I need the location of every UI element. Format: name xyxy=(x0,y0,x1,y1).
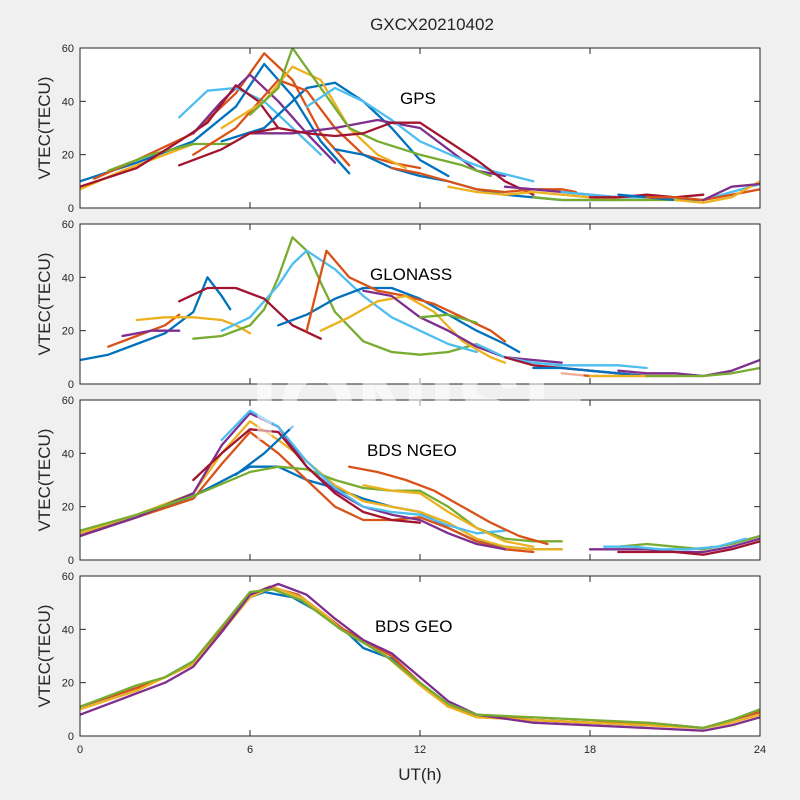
panel-annotation: BDS NGEO xyxy=(367,441,457,460)
panel-annotation: GLONASS xyxy=(370,265,452,284)
y-tick-label: 40 xyxy=(62,448,74,460)
series-line xyxy=(702,182,760,202)
series-line xyxy=(220,409,507,535)
series-line xyxy=(80,430,535,554)
y-tick-label: 60 xyxy=(62,395,74,407)
series-group xyxy=(80,409,760,556)
series-line xyxy=(121,329,181,338)
x-tick-label: 0 xyxy=(77,744,83,756)
y-axis-label: VTEC(TECU) xyxy=(35,605,54,708)
series-line xyxy=(277,286,521,354)
series-line xyxy=(234,425,294,476)
series-line xyxy=(617,534,760,551)
series-line xyxy=(418,313,478,324)
series-line xyxy=(248,48,492,178)
x-tick-label: 18 xyxy=(584,744,596,756)
panel-3: 0 20 40 60 VTEC(TECU) BDS NGEO xyxy=(35,395,761,567)
y-tick-label: 20 xyxy=(62,326,74,338)
y-tick-label: 20 xyxy=(62,502,74,514)
panel-2: 0 20 40 60 VTEC(TECU) GLONASS xyxy=(35,219,761,391)
series-line xyxy=(319,294,507,364)
y-tick-label: 20 xyxy=(62,150,74,162)
series-group xyxy=(80,582,760,732)
y-tick-label: 60 xyxy=(62,571,74,583)
x-tick-label: 12 xyxy=(414,744,426,756)
x-axis-label: UT(h) xyxy=(398,765,441,784)
series-line xyxy=(362,289,563,364)
series-line xyxy=(348,465,549,546)
x-tick-label: 6 xyxy=(247,744,253,756)
y-tick-label: 0 xyxy=(68,555,74,567)
series-line xyxy=(305,86,535,183)
series-line xyxy=(603,537,747,551)
figure-title: GXCX20210402 xyxy=(370,15,494,34)
y-tick-label: 60 xyxy=(62,219,74,231)
series-group xyxy=(80,48,760,204)
y-tick-label: 40 xyxy=(62,624,74,636)
plot-area xyxy=(80,576,760,736)
x-tick-label: 24 xyxy=(754,744,766,756)
y-tick-label: 40 xyxy=(62,96,74,108)
y-tick-label: 0 xyxy=(68,379,74,391)
series-line xyxy=(192,428,422,524)
series-line xyxy=(617,358,760,378)
series-line xyxy=(80,276,232,362)
y-tick-label: 0 xyxy=(68,203,74,215)
y-tick-label: 20 xyxy=(62,678,74,690)
series-line xyxy=(135,316,252,335)
series-line xyxy=(617,540,760,556)
series-line xyxy=(192,73,337,164)
series-line xyxy=(645,366,760,378)
series-line xyxy=(588,193,705,199)
series-line xyxy=(80,420,563,551)
panel-1: 0 20 40 60 VTEC(TECU) GPS xyxy=(35,43,761,215)
series-line xyxy=(178,121,535,196)
y-tick-label: 0 xyxy=(68,731,74,743)
series-line xyxy=(390,166,577,194)
series-line xyxy=(192,236,478,356)
panel-4: 0 6 12 18 24 0 20 40 60 VTEC(TECU) BDS GEO UT(h) xyxy=(35,571,766,784)
series-line xyxy=(80,465,563,543)
panel-annotation: GPS xyxy=(400,89,436,108)
y-axis-label: VTEC(TECU) xyxy=(35,429,54,532)
series-line xyxy=(362,484,535,548)
series-group xyxy=(80,236,760,378)
series-line xyxy=(80,582,760,732)
y-axis-label: VTEC(TECU) xyxy=(35,253,54,356)
panel-annotation: BDS GEO xyxy=(375,617,452,636)
y-tick-label: 40 xyxy=(62,272,74,284)
series-line xyxy=(220,81,450,178)
series-line xyxy=(673,180,760,204)
series-line xyxy=(80,588,760,730)
series-line xyxy=(532,366,648,378)
y-axis-label: VTEC(TECU) xyxy=(35,77,54,180)
series-line xyxy=(192,78,422,170)
series-line xyxy=(617,193,705,202)
series-line xyxy=(220,249,478,354)
watermark-text: IONISE xyxy=(251,350,590,462)
y-tick-label: 60 xyxy=(62,43,74,55)
series-line xyxy=(178,286,322,340)
